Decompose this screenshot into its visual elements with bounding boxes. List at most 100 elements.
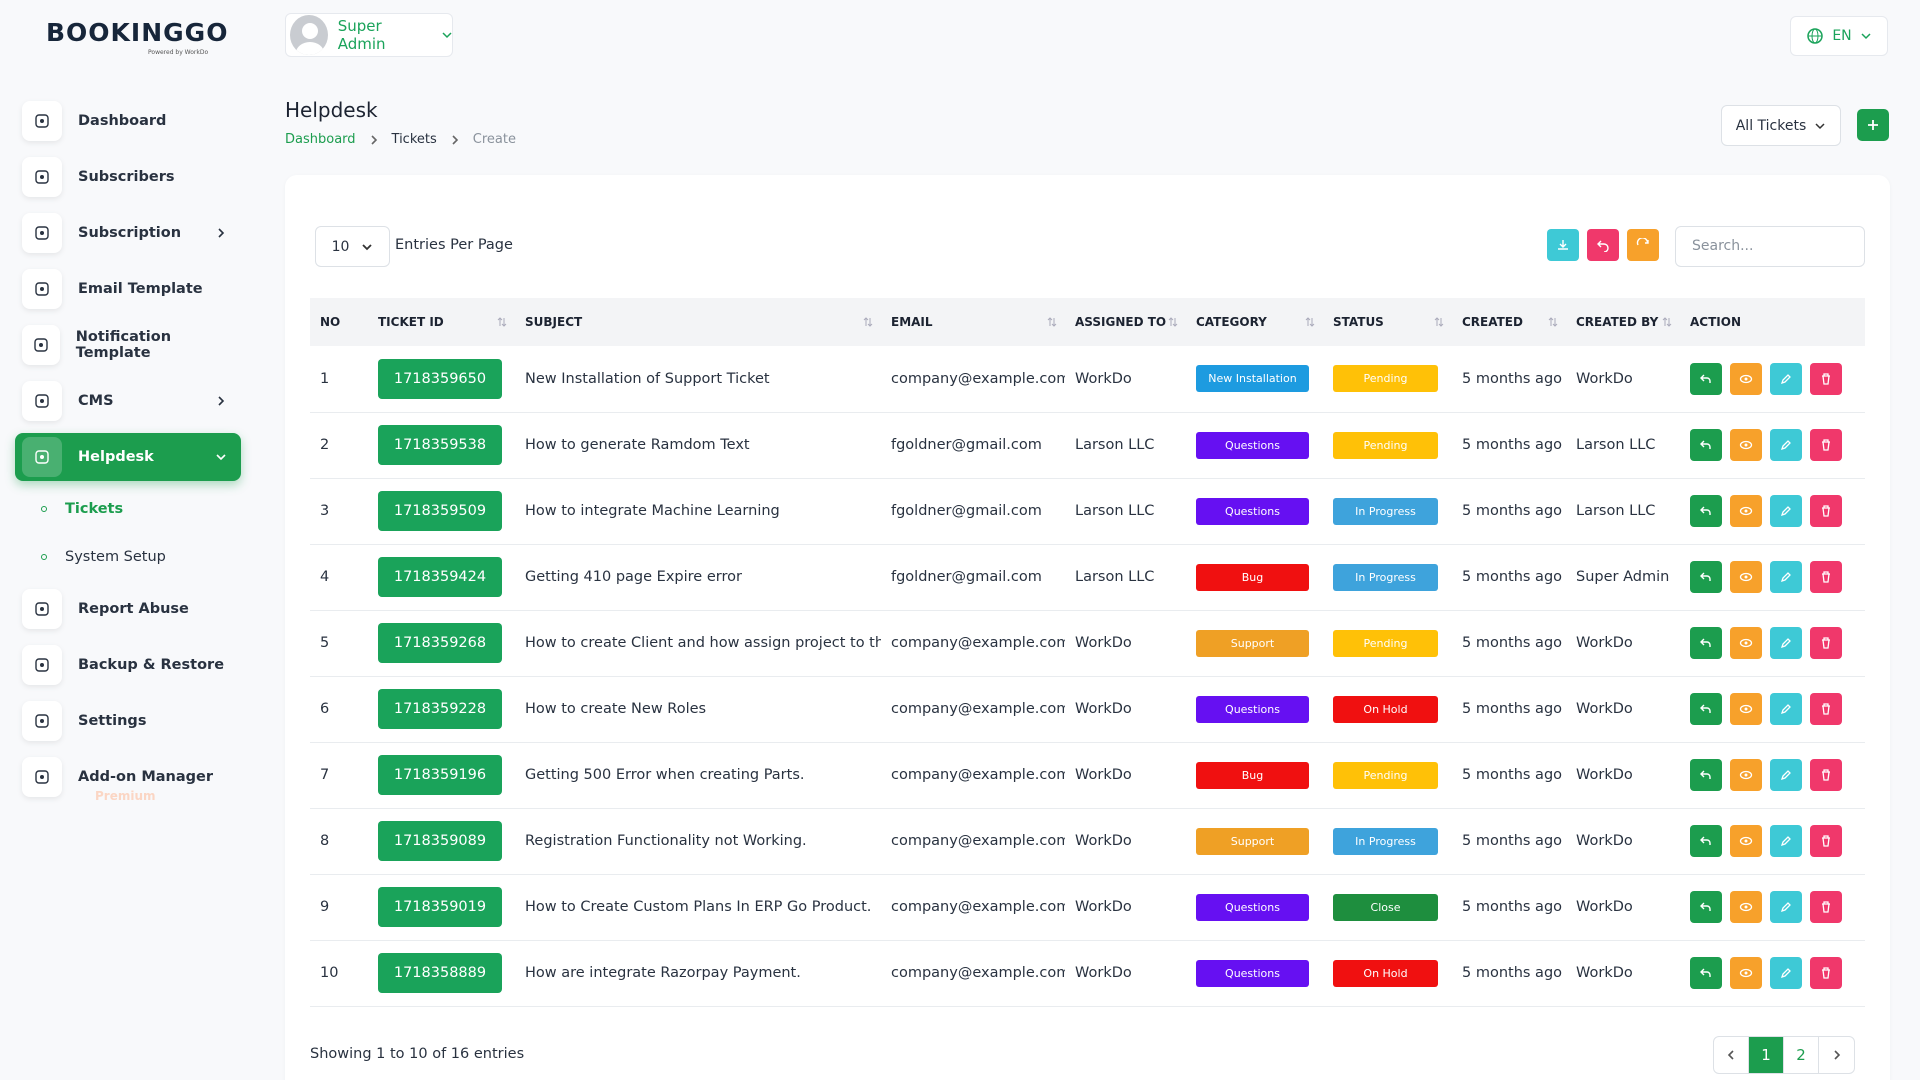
sub-nav-item[interactable]: Tickets: [15, 489, 241, 529]
created: 5 months ago: [1462, 899, 1562, 915]
nav-item[interactable]: Report Abuse: [15, 585, 241, 633]
reply-button[interactable]: [1690, 759, 1722, 791]
ticket-id[interactable]: 1718358889: [378, 953, 502, 993]
ticket-id[interactable]: 1718359196: [378, 755, 502, 795]
cell: How to Create Custom Plans In ERP Go Pro…: [515, 874, 881, 940]
edit-button[interactable]: [1770, 561, 1802, 593]
view-button[interactable]: [1730, 693, 1762, 725]
column-header[interactable]: SUBJECT: [515, 298, 881, 346]
view-button[interactable]: [1730, 825, 1762, 857]
prev-page[interactable]: [1714, 1037, 1749, 1073]
search-input[interactable]: Search...: [1675, 226, 1865, 267]
ticket-id[interactable]: 1718359019: [378, 887, 502, 927]
row-number: 7: [320, 767, 329, 783]
nav-item[interactable]: Subscribers: [15, 153, 241, 201]
nav-item[interactable]: Settings: [15, 697, 241, 745]
language-menu[interactable]: EN: [1790, 16, 1888, 56]
page-button[interactable]: 1: [1749, 1037, 1784, 1073]
sort-icon: [497, 317, 507, 327]
nav-item[interactable]: CMS: [15, 377, 241, 425]
reply-icon-shape: [1701, 441, 1710, 449]
reply-button[interactable]: [1690, 495, 1722, 527]
nav-item[interactable]: Subscription: [15, 209, 241, 257]
column-header[interactable]: TICKET ID: [368, 298, 515, 346]
view-button[interactable]: [1730, 429, 1762, 461]
edit-button[interactable]: [1770, 627, 1802, 659]
delete-button[interactable]: [1810, 693, 1842, 725]
edit-button[interactable]: [1770, 363, 1802, 395]
nav-icon: [22, 645, 62, 685]
user-menu[interactable]: Super Admin: [285, 13, 453, 57]
view-button[interactable]: [1730, 561, 1762, 593]
delete-icon-shape: [1819, 966, 1833, 980]
ticket-id[interactable]: 1718359089: [378, 821, 502, 861]
delete-button[interactable]: [1810, 363, 1842, 395]
column-header[interactable]: CREATED BY: [1566, 298, 1680, 346]
view-button[interactable]: [1730, 957, 1762, 989]
nav-item[interactable]: Notification Template: [15, 321, 241, 369]
edit-button[interactable]: [1770, 957, 1802, 989]
delete-button[interactable]: [1810, 495, 1842, 527]
reply-button[interactable]: [1690, 627, 1722, 659]
nav-item[interactable]: Email Template: [15, 265, 241, 313]
nav-item[interactable]: Dashboard: [15, 97, 241, 145]
delete-button[interactable]: [1810, 561, 1842, 593]
view-button[interactable]: [1730, 891, 1762, 923]
cell: Bug: [1186, 742, 1323, 808]
delete-button[interactable]: [1810, 429, 1842, 461]
delete-button[interactable]: [1810, 825, 1842, 857]
cell: 5 months ago: [1452, 742, 1566, 808]
reply-button[interactable]: [1690, 957, 1722, 989]
column-header[interactable]: ASSIGNED TO: [1065, 298, 1186, 346]
column-header[interactable]: CREATED: [1452, 298, 1566, 346]
view-button[interactable]: [1730, 363, 1762, 395]
reply-button[interactable]: [1690, 693, 1722, 725]
nav-item[interactable]: Backup & Restore: [15, 641, 241, 689]
cell: [1680, 676, 1865, 742]
delete-button[interactable]: [1810, 627, 1842, 659]
edit-button[interactable]: [1770, 693, 1802, 725]
breadcrumb-item[interactable]: Tickets: [392, 132, 437, 147]
view-button[interactable]: [1730, 627, 1762, 659]
sub-nav-item[interactable]: System Setup: [15, 537, 241, 577]
ticket-id[interactable]: 1718359538: [378, 425, 502, 465]
filter-dropdown[interactable]: All Tickets: [1721, 105, 1841, 146]
edit-button[interactable]: [1770, 429, 1802, 461]
entries-select[interactable]: 10: [315, 226, 390, 267]
view-button[interactable]: [1730, 759, 1762, 791]
next-page[interactable]: [1819, 1037, 1854, 1073]
delete-button[interactable]: [1810, 759, 1842, 791]
column-header[interactable]: CATEGORY: [1186, 298, 1323, 346]
reply-button[interactable]: [1690, 561, 1722, 593]
ticket-id[interactable]: 1718359424: [378, 557, 502, 597]
reply-button[interactable]: [1690, 825, 1722, 857]
reply-button[interactable]: [1690, 429, 1722, 461]
nav-item[interactable]: Helpdesk: [15, 433, 241, 481]
edit-button[interactable]: [1770, 759, 1802, 791]
edit-button[interactable]: [1770, 495, 1802, 527]
nav-icon: [22, 269, 62, 309]
create-button[interactable]: [1857, 109, 1889, 141]
delete-button[interactable]: [1810, 957, 1842, 989]
column-header[interactable]: EMAIL: [881, 298, 1065, 346]
delete-button[interactable]: [1810, 891, 1842, 923]
reply-button[interactable]: [1690, 891, 1722, 923]
breadcrumb-item[interactable]: Dashboard: [285, 132, 356, 147]
column-header[interactable]: STATUS: [1323, 298, 1452, 346]
page-button[interactable]: 2: [1784, 1037, 1819, 1073]
reply-button[interactable]: [1690, 363, 1722, 395]
ticket-id[interactable]: 1718359228: [378, 689, 502, 729]
created: 5 months ago: [1462, 965, 1562, 981]
ticket-id[interactable]: 1718359509: [378, 491, 502, 531]
edit-button[interactable]: [1770, 825, 1802, 857]
reset-button[interactable]: [1587, 229, 1619, 261]
nav-item[interactable]: Add-on ManagerPremium: [15, 753, 241, 801]
ticket-id[interactable]: 1718359650: [378, 359, 502, 399]
edit-button[interactable]: [1770, 891, 1802, 923]
view-icon: [1739, 636, 1753, 650]
view-button[interactable]: [1730, 495, 1762, 527]
sort-icon: [1305, 317, 1315, 327]
reload-button[interactable]: [1627, 229, 1659, 261]
export-button[interactable]: [1547, 229, 1579, 261]
ticket-id[interactable]: 1718359268: [378, 623, 502, 663]
